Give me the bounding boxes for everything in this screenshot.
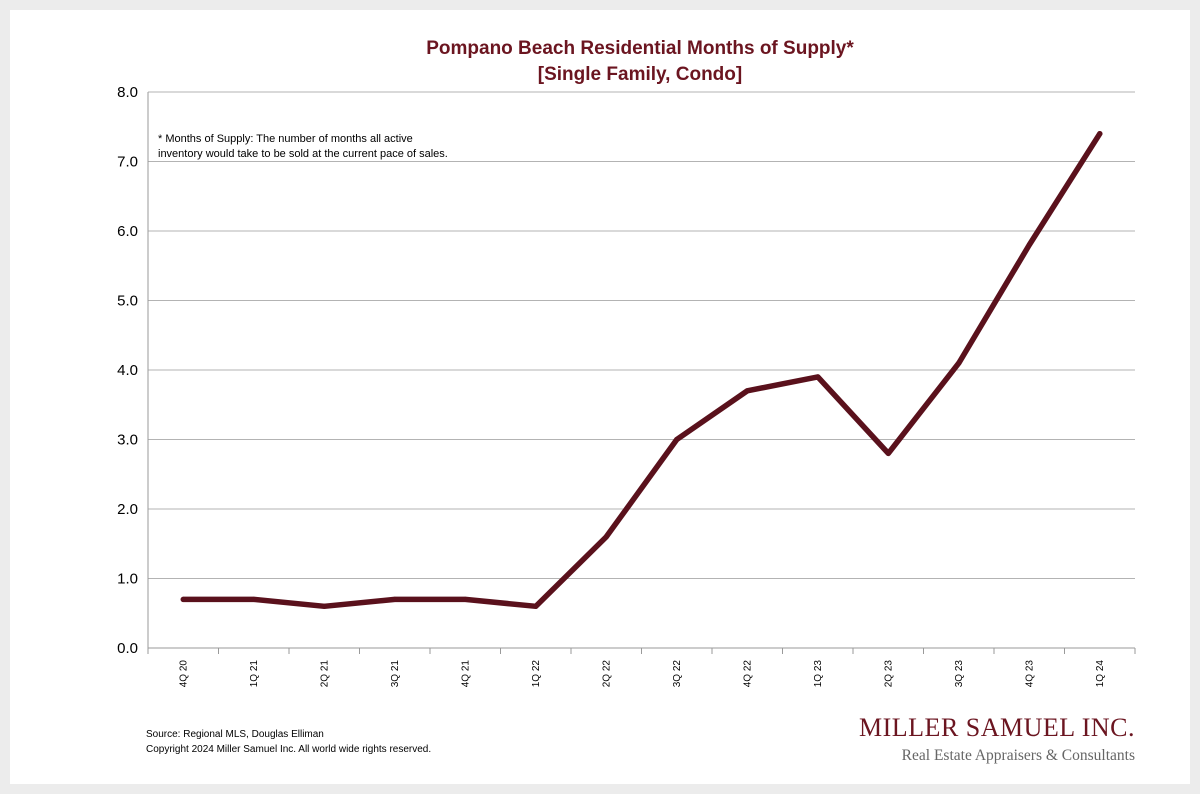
annotation-line-1: * Months of Supply: The number of months… [158,133,413,145]
data-point [674,437,680,442]
y-axis-ticks: 0.0 1.0 2.0 3.0 4.0 5.0 6.0 7.0 8.0 [117,84,138,657]
y-tick-label: 2.0 [117,501,138,518]
x-axis-ticks: 4Q 20 1Q 21 2Q 21 3Q 21 4Q 21 1Q 22 2Q 22 3Q 22… [178,660,1106,688]
y-tick-label: 7.0 [117,154,138,171]
x-tick-label: 1Q 22 [531,660,542,688]
annotation-line-2: inventory would take to be sold at the c… [158,148,448,160]
x-tick-label: 3Q 22 [672,660,683,688]
gridlines [148,91,1135,579]
source-note: Source: Regional MLS, Douglas Elliman [146,729,324,740]
data-point [1097,131,1103,137]
data-point [180,596,186,602]
series-layer [180,130,1103,610]
y-tick-label: 0.0 [117,640,138,657]
x-tick-label: 1Q 24 [1095,660,1106,688]
x-tick-label: 1Q 21 [249,660,260,688]
chart-title: Pompano Beach Residential Months of Supp… [426,38,854,59]
x-tick-label: 3Q 21 [390,660,401,688]
chart: Pompano Beach Residential Months of Supp… [117,38,1136,764]
x-tick-label: 3Q 23 [954,660,965,688]
x-tick-label: 1Q 23 [813,660,824,688]
logo-tagline: Real Estate Appraisers & Consultants [902,747,1135,764]
y-tick-label: 6.0 [117,223,138,240]
y-tick-label: 4.0 [117,362,138,379]
data-point [956,360,962,366]
data-point [533,603,539,609]
chart-subtitle: [Single Family, Condo] [538,64,742,85]
x-tick-label: 2Q 23 [883,660,894,688]
data-point [744,388,750,394]
x-tick-label: 4Q 20 [178,660,189,688]
logo-name: MILLER SAMUEL INC. [859,713,1135,742]
series-line [180,130,1103,610]
x-tick-label: 2Q 22 [601,660,612,688]
data-point [251,596,257,602]
y-tick-label: 3.0 [117,432,138,449]
x-tick-label: 2Q 21 [319,660,330,688]
y-tick-label: 5.0 [117,293,138,310]
x-tick-label: 4Q 21 [460,660,471,688]
data-point [885,450,891,456]
data-point [321,603,327,609]
y-tick-label: 1.0 [117,571,138,588]
data-point [1026,242,1032,248]
data-point [603,534,609,540]
axes [147,92,1136,654]
x-tick-label: 4Q 22 [742,660,753,688]
data-point [462,596,468,602]
copyright-note: Copyright 2024 Miller Samuel Inc. All wo… [146,744,431,755]
chart-frame: Pompano Beach Residential Months of Supp… [10,10,1190,784]
data-point [815,374,821,380]
data-point [392,596,398,602]
y-tick-label: 8.0 [117,84,138,101]
x-tick-label: 4Q 23 [1024,660,1035,688]
